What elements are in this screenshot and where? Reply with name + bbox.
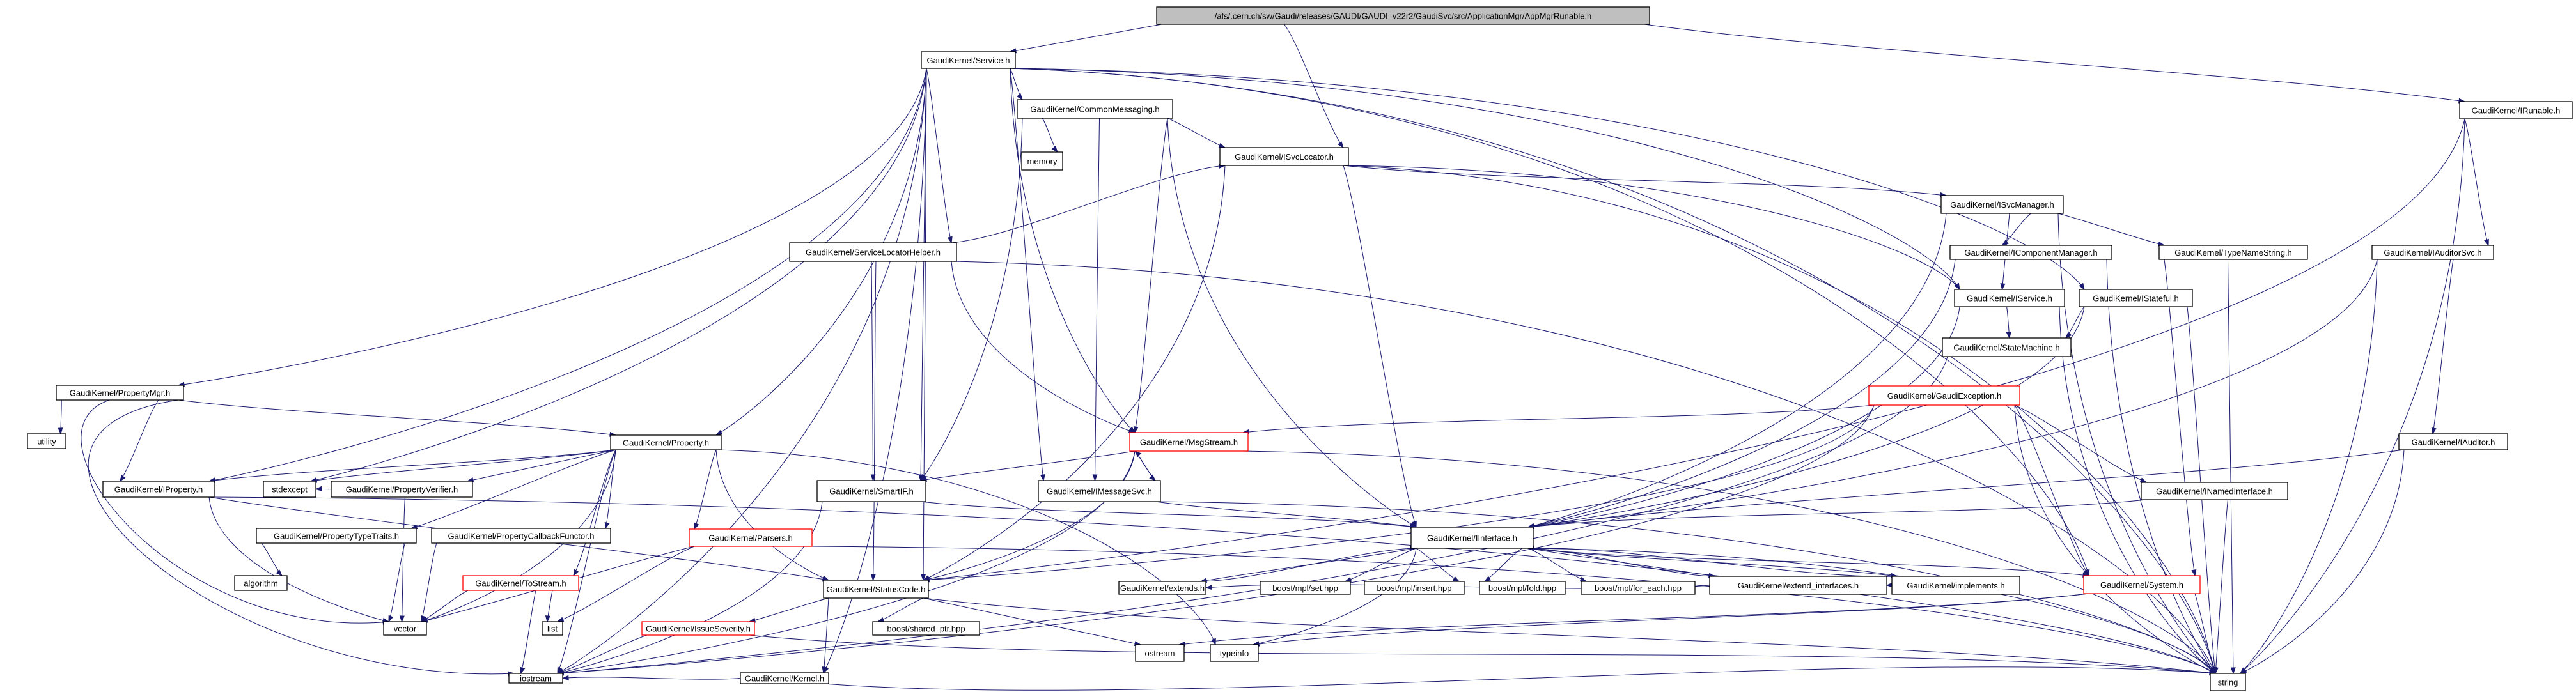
svg-text:GaudiKernel/MsgStream.h: GaudiKernel/MsgStream.h — [1140, 438, 1238, 447]
svg-text:GaudiKernel/IProperty.h: GaudiKernel/IProperty.h — [114, 485, 203, 495]
svg-text:memory: memory — [1027, 157, 1058, 166]
svg-text:GaudiKernel/Parsers.h: GaudiKernel/Parsers.h — [708, 534, 793, 543]
svg-text:GaudiKernel/IComponentManager.: GaudiKernel/IComponentManager.h — [1964, 248, 2097, 258]
svg-text:boost/mpl/for_each.hpp: boost/mpl/for_each.hpp — [1595, 583, 1682, 593]
svg-text:GaudiKernel/extend_interfaces.: GaudiKernel/extend_interfaces.h — [1738, 581, 1859, 590]
svg-text:GaudiKernel/IMessageSvc.h: GaudiKernel/IMessageSvc.h — [1047, 487, 1152, 496]
svg-text:GaudiKernel/Kernel.h: GaudiKernel/Kernel.h — [745, 674, 824, 684]
svg-text:GaudiKernel/PropertyVerifier.h: GaudiKernel/PropertyVerifier.h — [346, 485, 458, 495]
svg-text:GaudiKernel/SmartIF.h: GaudiKernel/SmartIF.h — [829, 487, 914, 496]
svg-text:GaudiKernel/extends.h: GaudiKernel/extends.h — [1120, 583, 1205, 593]
svg-text:GaudiKernel/IAuditor.h: GaudiKernel/IAuditor.h — [2412, 438, 2495, 447]
svg-text:ostream: ostream — [1145, 649, 1175, 658]
svg-text:GaudiKernel/ISvcLocator.h: GaudiKernel/ISvcLocator.h — [1235, 152, 1334, 162]
svg-text:boost/mpl/insert.hpp: boost/mpl/insert.hpp — [1377, 583, 1451, 593]
svg-text:GaudiKernel/StatusCode.h: GaudiKernel/StatusCode.h — [827, 585, 926, 594]
svg-text:stdexcept: stdexcept — [272, 485, 308, 495]
svg-text:typeinfo: typeinfo — [1220, 649, 1249, 658]
svg-text:GaudiKernel/CommonMessaging.h: GaudiKernel/CommonMessaging.h — [1030, 105, 1159, 114]
svg-text:GaudiKernel/IInterface.h: GaudiKernel/IInterface.h — [1427, 534, 1517, 543]
svg-text:/afs/.cern.ch/sw/Gaudi/release: /afs/.cern.ch/sw/Gaudi/releases/GAUDI/GA… — [1215, 12, 1592, 21]
svg-text:GaudiKernel/ISvcManager.h: GaudiKernel/ISvcManager.h — [1950, 200, 2054, 210]
svg-text:list: list — [547, 624, 558, 634]
svg-text:GaudiKernel/IStateful.h: GaudiKernel/IStateful.h — [2093, 294, 2178, 304]
svg-text:boost/mpl/set.hpp: boost/mpl/set.hpp — [1272, 583, 1338, 593]
svg-text:utility: utility — [37, 437, 56, 447]
svg-text:boost/shared_ptr.hpp: boost/shared_ptr.hpp — [887, 624, 965, 634]
svg-text:vector: vector — [394, 624, 417, 634]
svg-text:GaudiKernel/IService.h: GaudiKernel/IService.h — [1967, 294, 2052, 304]
svg-text:GaudiKernel/IssueSeverity.h: GaudiKernel/IssueSeverity.h — [646, 624, 751, 634]
svg-text:GaudiKernel/ToStream.h: GaudiKernel/ToStream.h — [475, 579, 566, 588]
svg-text:GaudiKernel/ServiceLocatorHelp: GaudiKernel/ServiceLocatorHelper.h — [806, 248, 941, 258]
svg-text:GaudiKernel/IRunable.h: GaudiKernel/IRunable.h — [2472, 106, 2561, 116]
svg-text:GaudiKernel/Property.h: GaudiKernel/Property.h — [623, 438, 709, 448]
svg-text:GaudiKernel/GaudiException.h: GaudiKernel/GaudiException.h — [1887, 391, 2002, 401]
svg-text:GaudiKernel/PropertyMgr.h: GaudiKernel/PropertyMgr.h — [70, 388, 171, 398]
svg-text:string: string — [2218, 678, 2238, 688]
svg-text:GaudiKernel/TypeNameString.h: GaudiKernel/TypeNameString.h — [2174, 248, 2292, 258]
svg-text:GaudiKernel/StateMachine.h: GaudiKernel/StateMachine.h — [1953, 343, 2059, 353]
svg-text:GaudiKernel/implements.h: GaudiKernel/implements.h — [1907, 581, 2004, 590]
svg-text:algorithm: algorithm — [244, 579, 277, 588]
svg-text:GaudiKernel/IAuditorSvc.h: GaudiKernel/IAuditorSvc.h — [2384, 248, 2481, 258]
svg-text:iostream: iostream — [520, 674, 552, 684]
svg-text:GaudiKernel/PropertyTypeTraits: GaudiKernel/PropertyTypeTraits.h — [274, 532, 399, 541]
svg-text:GaudiKernel/PropertyCallbackFu: GaudiKernel/PropertyCallbackFunctor.h — [448, 532, 594, 541]
svg-text:boost/mpl/fold.hpp: boost/mpl/fold.hpp — [1488, 583, 1556, 593]
svg-text:GaudiKernel/INamedInterface.h: GaudiKernel/INamedInterface.h — [2156, 487, 2273, 496]
svg-text:GaudiKernel/System.h: GaudiKernel/System.h — [2100, 580, 2183, 590]
svg-text:GaudiKernel/Service.h: GaudiKernel/Service.h — [926, 56, 1010, 65]
